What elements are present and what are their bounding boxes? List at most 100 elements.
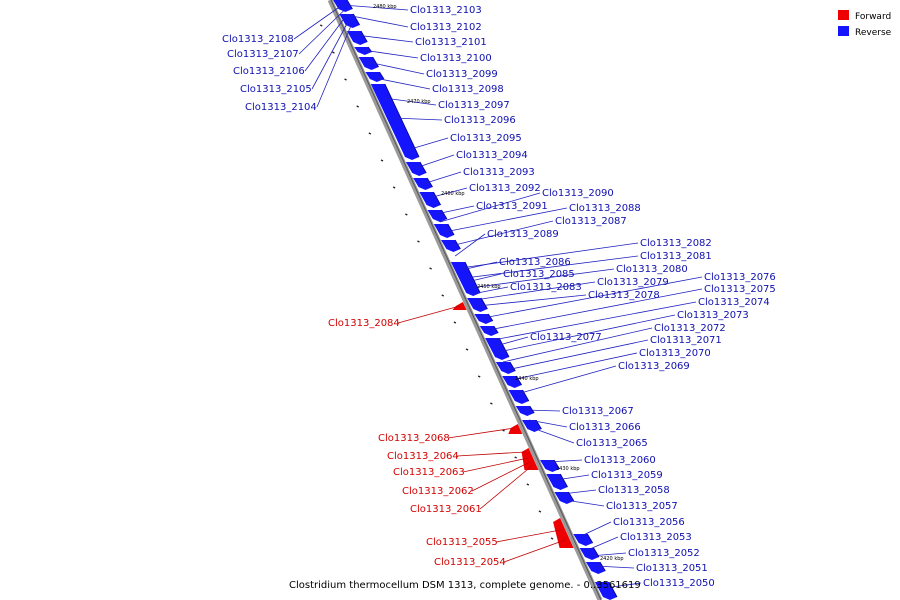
tick-mark [429, 267, 432, 270]
reverse-gene-block [479, 326, 499, 336]
forward-gene-label: Clo1313_2061 [410, 504, 482, 515]
forward-gene-label: Clo1313_2054 [434, 557, 506, 568]
gene-block-edge [447, 223, 455, 236]
reverse-gene-label: Clo1313_2076 [704, 272, 776, 283]
tick-mark [538, 510, 542, 513]
tick-label: 2430 kbp [556, 466, 580, 472]
reverse-leader-line [547, 459, 583, 463]
legend: Forward Reverse [838, 10, 892, 38]
gene-block-edge [346, 0, 353, 10]
tick-mark [465, 348, 469, 351]
gene-block-edge [360, 30, 368, 43]
reverse-leader-line [517, 365, 617, 395]
reverse-gene-label: Clo1313_2072 [654, 323, 726, 334]
forward-leader-line [462, 457, 529, 473]
reverse-gene-label: Clo1313_2098 [432, 84, 504, 95]
forward-gene-label: Clo1313_2084 [328, 318, 400, 329]
reverse-leader-line [581, 521, 612, 537]
reverse-gene-label: Clo1313_2107 [227, 49, 299, 60]
reverse-leader-line [407, 137, 449, 151]
reverse-gene-label: Clo1313_2105 [240, 84, 312, 95]
reverse-leader-line [461, 261, 498, 271]
reverse-gene-label: Clo1313_2077 [530, 332, 602, 343]
reverse-gene-label: Clo1313_2090 [542, 188, 614, 199]
reverse-leader-line [367, 61, 425, 75]
reverse-leader-line [415, 154, 455, 169]
gene-block-edge [608, 581, 618, 598]
reverse-gene-label: Clo1313_2101 [415, 37, 487, 48]
reverse-gene-block [495, 362, 516, 374]
reverse-leader-line [362, 49, 419, 59]
tick-mark [526, 483, 530, 486]
tick-label: 2450 kbp [477, 284, 501, 290]
reverse-gene-label: Clo1313_2059 [591, 470, 663, 481]
reverse-gene-block [370, 84, 419, 160]
gene-block-edge [372, 56, 379, 68]
forward-gene-label: Clo1313_2055 [426, 537, 498, 548]
gene-block-edge [493, 325, 499, 334]
reverse-leader-line [604, 582, 642, 589]
reverse-leader-line [495, 336, 529, 347]
reverse-gene-label: Clo1313_2066 [569, 422, 641, 433]
reverse-gene-label: Clo1313_2089 [487, 229, 559, 240]
reverse-gene-block [346, 31, 368, 45]
reverse-gene-label: Clo1313_2056 [613, 517, 685, 528]
tick-mark [514, 456, 517, 459]
reverse-leader-line [422, 171, 462, 185]
forward-leader-line [471, 461, 531, 492]
gene-labels: Clo1313_2108 Clo1313_2107 Clo1313_2106 Clo1… [222, 5, 776, 589]
gene-block-edge [586, 533, 594, 544]
gene-block-edge [559, 473, 568, 488]
reverse-gene-label: Clo1313_2067 [562, 406, 634, 417]
reverse-gene-label: Clo1313_2070 [639, 348, 711, 359]
reverse-gene-label: Clo1313_2083 [510, 282, 582, 293]
tick-mark [441, 294, 445, 297]
reverse-leader-line [587, 536, 619, 551]
reverse-gene-label: Clo1313_2051 [636, 563, 708, 574]
legend-label-forward: Forward [855, 12, 891, 22]
reverse-gene-block [467, 298, 488, 312]
reverse-gene-label: Clo1313_2096 [444, 115, 516, 126]
reverse-gene-label: Clo1313_2086 [499, 257, 571, 268]
genome-caption: Clostridium thermocellum DSM 1313, compl… [289, 580, 641, 591]
reverse-gene-label: Clo1313_2097 [438, 100, 510, 111]
reverse-leader-line [510, 352, 638, 381]
reverse-leader-line [293, 4, 343, 40]
tick-mark [356, 105, 360, 108]
tick-mark [380, 159, 384, 162]
reverse-gene-label: Clo1313_2078 [588, 290, 660, 301]
reverse-leader-line [524, 409, 561, 412]
forward-leader-line [456, 451, 526, 457]
forward-gene-label: Clo1313_2064 [387, 451, 459, 462]
tick-mark [417, 240, 420, 243]
reverse-leader-line [488, 288, 703, 331]
tick-mark [490, 402, 493, 405]
tick-label: 2420 kbp [600, 556, 624, 562]
reverse-gene-block [579, 548, 599, 560]
gene-block-edge [352, 13, 361, 26]
forward-leader-line [447, 427, 515, 439]
tick-mark [453, 321, 457, 324]
reverse-leader-line [444, 207, 568, 233]
reverse-gene-label: Clo1313_2106 [233, 66, 305, 77]
reverse-leader-line [428, 187, 468, 199]
reverse-leader-line [528, 419, 568, 428]
reverse-gene-label: Clo1313_2069 [618, 361, 690, 372]
forward-gene-label: Clo1313_2063 [393, 467, 465, 478]
reverse-gene-block [485, 338, 509, 360]
forward-leader-line [503, 539, 566, 563]
reverse-leader-line [375, 77, 431, 90]
reverse-gene-label: Clo1313_2085 [503, 269, 575, 280]
reverse-gene-block [333, 0, 353, 12]
reverse-gene-label: Clo1313_2050 [643, 578, 715, 589]
reverse-leader-line [472, 286, 509, 295]
reverse-gene-label: Clo1313_2087 [555, 216, 627, 227]
tick-label: 2470 kbp [407, 99, 431, 105]
tick-mark [368, 132, 372, 135]
reverse-gene-label: Clo1313_2053 [620, 532, 692, 543]
tick-mark [550, 537, 554, 540]
tick-label: 2440 kbp [515, 376, 539, 382]
reverse-leader-line [436, 205, 475, 215]
reverse-gene-label: Clo1313_2088 [569, 203, 641, 214]
reverse-leader-line [316, 24, 352, 108]
